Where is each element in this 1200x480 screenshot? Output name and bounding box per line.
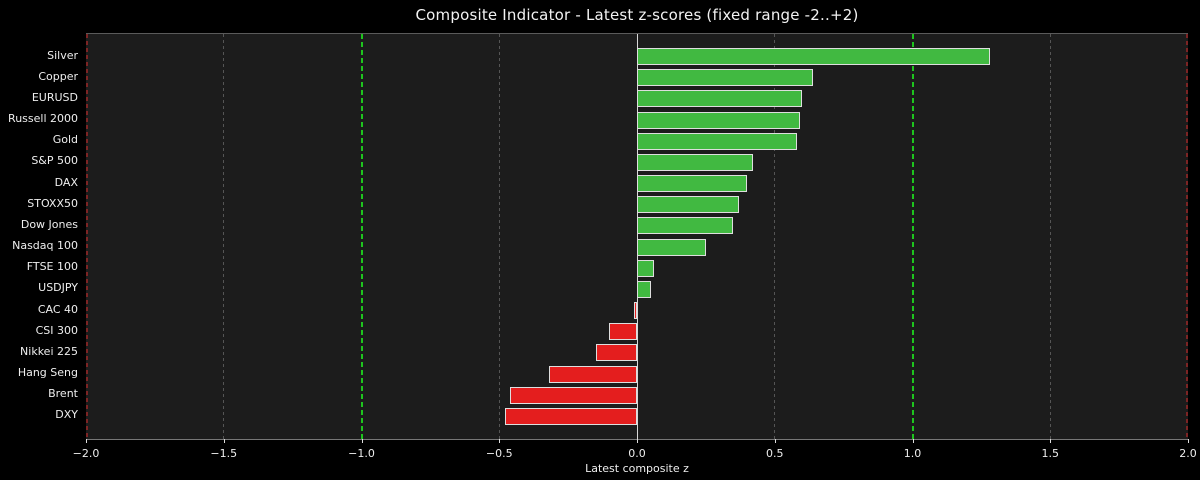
ytick-label: EURUSD bbox=[31, 90, 78, 104]
xtick-label: −0.5 bbox=[485, 447, 513, 460]
ytick-label: Gold bbox=[52, 133, 78, 147]
bar-cac-40 bbox=[634, 302, 637, 320]
ytick-label: FTSE 100 bbox=[26, 260, 78, 274]
gridline bbox=[498, 34, 500, 439]
ytick-label: USDJPY bbox=[38, 281, 78, 295]
ytick-label: Silver bbox=[47, 48, 78, 62]
bar-gold bbox=[637, 132, 797, 150]
x-axis-title: Latest composite z bbox=[585, 462, 689, 475]
ytick-label: DAX bbox=[54, 175, 78, 189]
bar-s-p-500 bbox=[637, 153, 753, 171]
xtick-label: −1.5 bbox=[210, 447, 238, 460]
bar-nikkei-225 bbox=[595, 344, 637, 362]
fixed-range-upper-line bbox=[1186, 34, 1188, 439]
ytick-label: DXY bbox=[55, 408, 78, 422]
plot-area bbox=[86, 33, 1188, 440]
bar-hang-seng bbox=[548, 365, 637, 383]
zero-line-line bbox=[636, 34, 638, 439]
ytick-label: Dow Jones bbox=[20, 217, 78, 231]
chart-title: Composite Indicator - Latest z-scores (f… bbox=[415, 6, 859, 24]
xtick-label: −1.0 bbox=[348, 447, 375, 460]
ytick-label: Copper bbox=[38, 69, 78, 83]
bar-dow-jones bbox=[637, 217, 734, 235]
xtick-label: 1.5 bbox=[1041, 447, 1060, 460]
xtick-mark bbox=[774, 439, 776, 443]
upper-threshold-line bbox=[911, 34, 914, 439]
bar-csi-300 bbox=[609, 323, 637, 341]
fixed-range-lower-line bbox=[86, 34, 88, 439]
bar-silver bbox=[637, 48, 990, 66]
ytick-label: STOXX50 bbox=[27, 196, 78, 210]
xtick-label: −2.0 bbox=[72, 447, 100, 460]
gridline bbox=[774, 34, 776, 439]
bar-brent bbox=[510, 386, 637, 404]
xtick-mark bbox=[86, 439, 87, 443]
xtick-label: 0.0 bbox=[628, 447, 646, 460]
bar-copper bbox=[637, 69, 814, 87]
xtick-mark bbox=[637, 439, 638, 443]
xtick-mark bbox=[1188, 439, 1189, 443]
ytick-label: Hang Seng bbox=[17, 366, 78, 380]
ytick-label: Brent bbox=[48, 387, 78, 401]
xtick-mark bbox=[361, 439, 363, 443]
lower-threshold-line bbox=[360, 34, 363, 439]
gridline bbox=[1049, 34, 1051, 439]
xtick-mark bbox=[1050, 439, 1052, 443]
ytick-label: CSI 300 bbox=[35, 323, 78, 337]
bar-dax bbox=[637, 175, 748, 193]
gridline bbox=[223, 34, 225, 439]
ytick-label: S&P 500 bbox=[31, 154, 78, 168]
bar-usdjpy bbox=[637, 280, 651, 298]
xtick-label: 0.5 bbox=[766, 447, 784, 460]
bar-russell-2000 bbox=[637, 111, 800, 129]
ytick-label: CAC 40 bbox=[37, 302, 78, 316]
xtick-label: 1.0 bbox=[903, 447, 922, 460]
bar-nasdaq-100 bbox=[637, 238, 706, 256]
xtick-mark bbox=[223, 439, 225, 443]
xtick-mark bbox=[912, 439, 914, 443]
ytick-label: Russell 2000 bbox=[8, 112, 78, 126]
bar-ftse-100 bbox=[637, 259, 654, 277]
ytick-label: Nasdaq 100 bbox=[12, 239, 78, 253]
bar-stoxx50 bbox=[637, 196, 739, 214]
xtick-label: 2.0 bbox=[1179, 447, 1197, 460]
ytick-label: Nikkei 225 bbox=[20, 344, 78, 358]
bar-eurusd bbox=[637, 90, 803, 108]
xtick-mark bbox=[499, 439, 501, 443]
bar-dxy bbox=[504, 407, 637, 425]
